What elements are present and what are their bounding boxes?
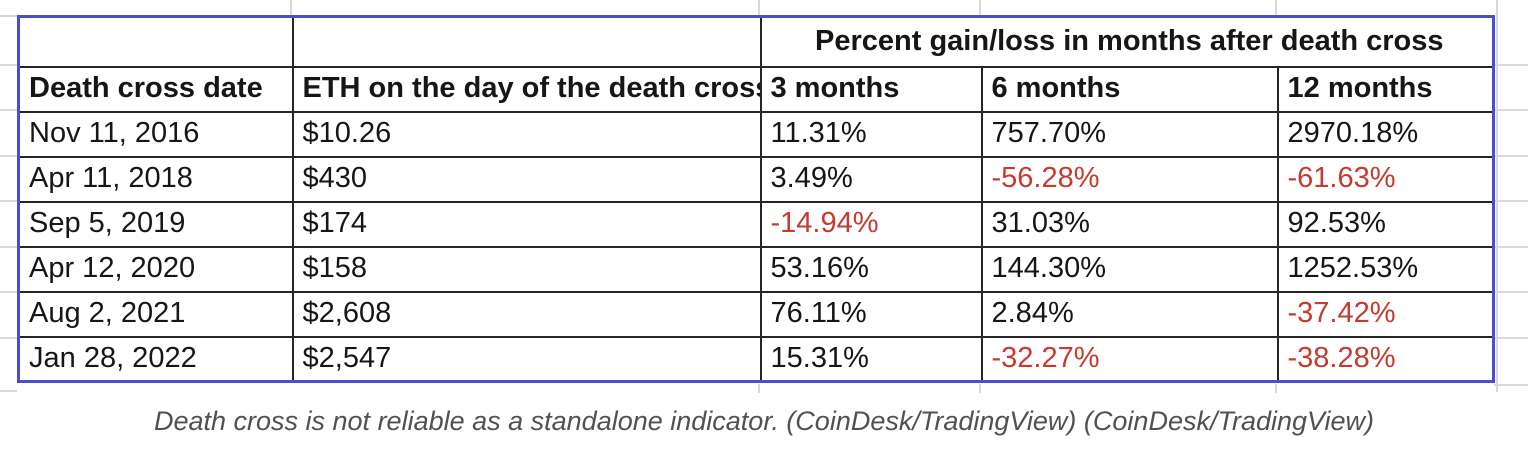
cell-6-months: -32.27%	[980, 335, 1279, 383]
spreadsheet-gridline	[1275, 0, 1277, 15]
cell-6-months: 31.03%	[980, 200, 1279, 248]
column-header-eth-price: ETH on the day of the death cross	[291, 65, 762, 113]
death-cross-table: Percent gain/loss in months after death …	[17, 15, 1496, 383]
cell-eth-price: $430	[291, 155, 762, 203]
spreadsheet-gridline	[1494, 337, 1528, 339]
cell-3-months: 3.49%	[759, 155, 983, 203]
spreadsheet-gridline	[758, 0, 760, 15]
spreadsheet-gridline	[758, 384, 760, 393]
spreadsheet-gridline	[0, 390, 17, 392]
column-header-12-months: 12 months	[1276, 65, 1495, 113]
cell-3-months: 76.11%	[759, 290, 983, 338]
cell-eth-price: $2,547	[291, 335, 762, 383]
cell-eth-price: $158	[291, 245, 762, 293]
table-row: Jan 28, 2022 $2,547 15.31% -32.27% -38.2…	[17, 335, 1495, 383]
cell-12-months: -37.42%	[1276, 290, 1495, 338]
table-row-merged-title: Percent gain/loss in months after death …	[17, 15, 1495, 68]
spreadsheet-gridline	[1496, 0, 1498, 392]
cell-3-months: 15.31%	[759, 335, 983, 383]
cell-3-months: 11.31%	[759, 110, 983, 158]
spreadsheet-gridline	[0, 200, 17, 202]
cell-12-months: 92.53%	[1276, 200, 1495, 248]
spreadsheet-gridline	[1494, 384, 1528, 386]
cell-12-months: -38.28%	[1276, 335, 1495, 383]
cell-3-months: 53.16%	[759, 245, 983, 293]
spreadsheet-gridline	[979, 384, 981, 393]
cell-date: Nov 11, 2016	[17, 110, 294, 158]
column-header-3-months: 3 months	[759, 65, 983, 113]
spreadsheet-gridline	[0, 15, 17, 17]
spreadsheet-gridline	[0, 337, 17, 339]
table-row: Apr 11, 2018 $430 3.49% -56.28% -61.63%	[17, 155, 1495, 203]
cell-12-months: -61.63%	[1276, 155, 1495, 203]
spreadsheet-gridline	[1275, 384, 1277, 393]
spreadsheet-gridline	[1494, 64, 1528, 66]
spreadsheet-gridline	[1494, 291, 1528, 293]
cell-eth-price: $2,608	[291, 290, 762, 338]
spreadsheet-gridline	[0, 246, 17, 248]
figure-caption: Death cross is not reliable as a standal…	[153, 406, 1375, 436]
spreadsheet-gridline	[290, 0, 292, 15]
spreadsheet-gridline	[1494, 200, 1528, 202]
cell-date: Apr 11, 2018	[17, 155, 294, 203]
cell-6-months: 757.70%	[980, 110, 1279, 158]
table-row: Nov 11, 2016 $10.26 11.31% 757.70% 2970.…	[17, 110, 1495, 158]
cell-3-months: -14.94%	[759, 200, 983, 248]
cell-6-months: -56.28%	[980, 155, 1279, 203]
table-row: Sep 5, 2019 $174 -14.94% 31.03% 92.53%	[17, 200, 1495, 248]
cell-6-months: 144.30%	[980, 245, 1279, 293]
cell-date: Apr 12, 2020	[17, 245, 294, 293]
cell-eth-price: $10.26	[291, 110, 762, 158]
cell-eth-price: $174	[291, 200, 762, 248]
table-row: Aug 2, 2021 $2,608 76.11% 2.84% -37.42%	[17, 290, 1495, 338]
empty-cell	[17, 15, 294, 68]
cell-12-months: 2970.18%	[1276, 110, 1495, 158]
cell-12-months: 1252.53%	[1276, 245, 1495, 293]
table-row: Apr 12, 2020 $158 53.16% 144.30% 1252.53…	[17, 245, 1495, 293]
column-header-6-months: 6 months	[980, 65, 1279, 113]
spreadsheet-gridline	[0, 291, 17, 293]
table-header-row: Death cross date ETH on the day of the d…	[17, 65, 1495, 113]
spreadsheet-gridline	[979, 0, 981, 15]
spreadsheet-gridline	[0, 155, 17, 157]
cell-date: Jan 28, 2022	[17, 335, 294, 383]
cell-date: Aug 2, 2021	[17, 290, 294, 338]
spreadsheet-gridline	[1494, 246, 1528, 248]
cell-6-months: 2.84%	[980, 290, 1279, 338]
merged-title-cell: Percent gain/loss in months after death …	[759, 15, 1495, 68]
spreadsheet-gridline	[1494, 155, 1528, 157]
column-header-date: Death cross date	[17, 65, 294, 113]
spreadsheet-gridline	[1494, 109, 1528, 111]
cell-date: Sep 5, 2019	[17, 200, 294, 248]
empty-cell	[291, 15, 762, 68]
spreadsheet-gridline	[0, 64, 17, 66]
spreadsheet-gridline	[0, 109, 17, 111]
